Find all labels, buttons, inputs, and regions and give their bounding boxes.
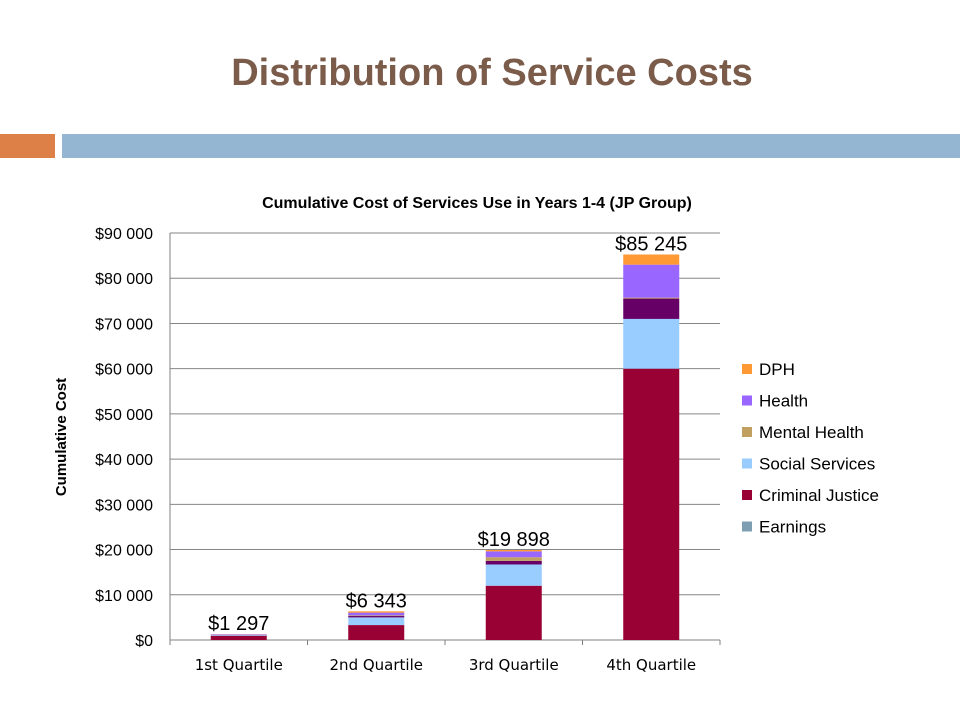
legend-label: Health <box>759 392 808 411</box>
legend: DPH Health Mental Health Social Services Cri… <box>742 360 879 537</box>
bar-segment <box>623 368 680 640</box>
y-axis-ticks: $0 $10 000 $20 000 $30 000 $40 000 $50 000 $60… <box>95 226 153 650</box>
bar-segment <box>623 264 680 298</box>
x-axis-ticks: 1st Quartile 2nd Quartile 3rd Quartile 4th … <box>169 640 721 674</box>
y-tick-label: $70 000 <box>95 316 153 333</box>
legend-label: DPH <box>759 360 795 379</box>
legend-swatch <box>742 364 752 374</box>
legend-swatch <box>742 427 752 437</box>
title-accent-bar-blue <box>62 134 960 158</box>
total-data-label: $6 343 <box>346 590 407 612</box>
total-data-label: $19 898 <box>478 529 550 551</box>
slide-title: Distribution of Service Costs <box>231 52 753 94</box>
bar-segment <box>348 616 405 618</box>
title-accent-bar-orange <box>0 134 55 158</box>
bar-segment <box>210 635 267 636</box>
bar-segment <box>210 635 267 640</box>
bar-segment <box>485 551 542 558</box>
bars <box>210 254 680 640</box>
legend-label: Earnings <box>759 518 826 537</box>
bar-segment <box>485 557 542 561</box>
bar-segment <box>485 585 542 640</box>
bar-segment <box>623 254 680 265</box>
y-tick-label: $40 000 <box>95 452 153 469</box>
bar-segment <box>348 611 405 613</box>
total-data-label: $1 297 <box>208 613 269 635</box>
legend-label: Criminal Justice <box>759 486 879 505</box>
legend-swatch <box>742 521 752 532</box>
total-data-label: $85 245 <box>615 234 687 256</box>
x-tick-label: 4th Quartile <box>606 656 696 674</box>
x-tick-label: 3rd Quartile <box>469 656 559 674</box>
total-labels: $1 297 $6 343 $19 898 $85 245 <box>208 234 687 636</box>
y-tick-label: $30 000 <box>95 497 153 514</box>
legend-swatch <box>742 395 752 406</box>
legend-label: Mental Health <box>759 423 864 442</box>
bar-segment <box>348 625 405 640</box>
bar-segment <box>348 617 405 626</box>
bar-segment <box>485 550 542 552</box>
y-tick-label: $90 000 <box>95 226 153 243</box>
y-tick-label: $80 000 <box>95 271 153 288</box>
y-tick-label: $50 000 <box>95 407 153 424</box>
y-tick-label: $10 000 <box>95 588 153 605</box>
bar-segment <box>623 298 680 319</box>
x-tick-label: 2nd Quartile <box>330 656 423 674</box>
legend-label: Social Services <box>759 455 875 474</box>
chart-title: Cumulative Cost of Services Use in Years… <box>262 195 692 212</box>
x-tick-label: 1st Quartile <box>195 656 283 674</box>
legend-swatch <box>742 490 752 500</box>
bar-segment <box>348 615 405 617</box>
y-tick-label: $20 000 <box>95 543 153 560</box>
y-tick-label: $60 000 <box>95 362 153 379</box>
bar-segment <box>623 297 680 299</box>
bar-segment <box>623 318 680 369</box>
bar-segment <box>210 634 267 635</box>
bar-segment <box>485 560 542 565</box>
bar-segment <box>348 612 405 616</box>
y-axis-title: Cumulative Cost <box>53 378 70 496</box>
bar-segment <box>485 564 542 586</box>
legend-swatch <box>742 458 752 469</box>
y-tick-label: $0 <box>135 633 153 650</box>
